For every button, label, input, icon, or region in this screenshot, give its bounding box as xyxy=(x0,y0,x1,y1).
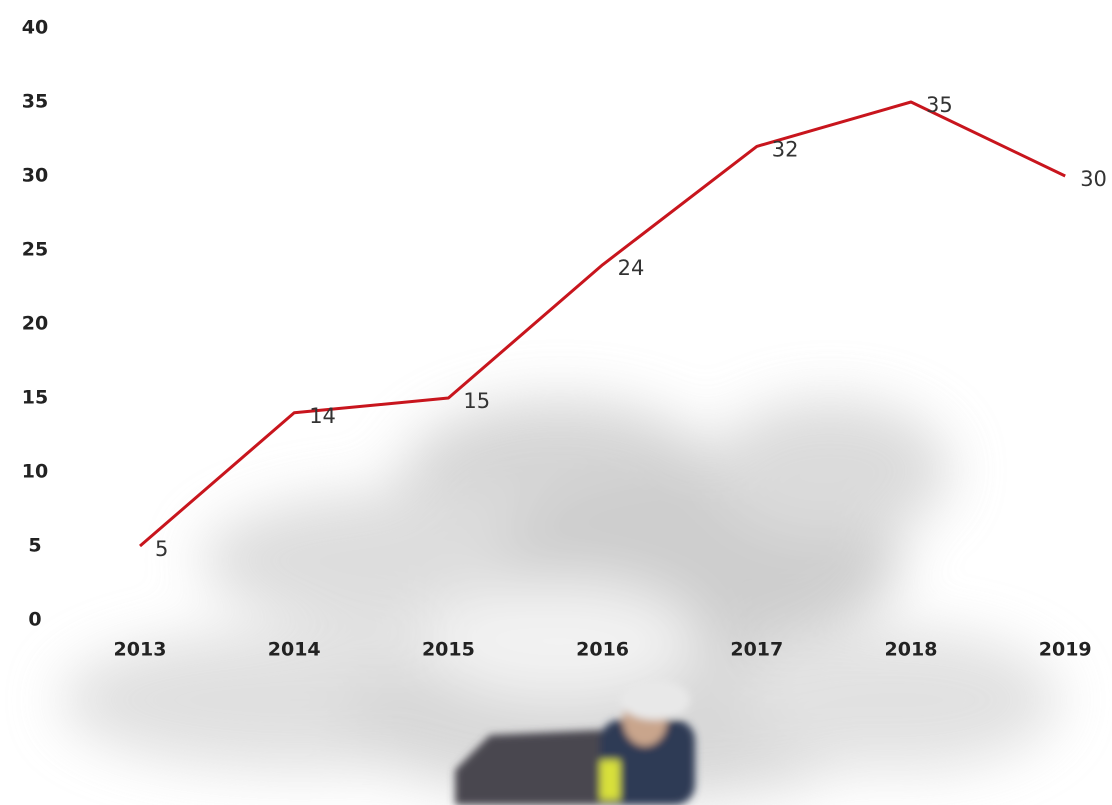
x-tick-label: 2017 xyxy=(730,639,783,661)
y-tick-label: 5 xyxy=(28,535,41,557)
y-tick-label: 40 xyxy=(22,17,48,39)
y-tick-label: 30 xyxy=(22,165,48,187)
x-tick-label: 2016 xyxy=(576,639,629,661)
data-label: 24 xyxy=(618,256,645,280)
x-tick-label: 2015 xyxy=(422,639,475,661)
y-tick-label: 0 xyxy=(28,609,41,631)
data-label: 5 xyxy=(155,537,168,561)
x-tick-label: 2013 xyxy=(114,639,167,661)
firefighter-photo xyxy=(455,680,695,805)
y-tick-label: 15 xyxy=(22,387,48,409)
plot-area: 0 5 10 15 20 25 30 35 40 2013 2014 2015 2016 2017 2018… xyxy=(22,17,1107,661)
y-tick-label: 10 xyxy=(22,461,48,483)
data-label: 15 xyxy=(463,389,490,413)
data-label: 30 xyxy=(1080,167,1107,191)
data-label: 32 xyxy=(772,137,799,161)
x-tick-label: 2014 xyxy=(268,639,321,661)
y-tick-label: 20 xyxy=(22,313,48,335)
y-tick-label: 25 xyxy=(22,239,48,261)
data-label: 35 xyxy=(926,93,953,117)
x-tick-label: 2018 xyxy=(885,639,938,661)
line xyxy=(139,100,1066,548)
data-label: 14 xyxy=(309,404,336,428)
x-tick-label: 2019 xyxy=(1039,639,1092,661)
y-tick-label: 35 xyxy=(22,91,48,113)
